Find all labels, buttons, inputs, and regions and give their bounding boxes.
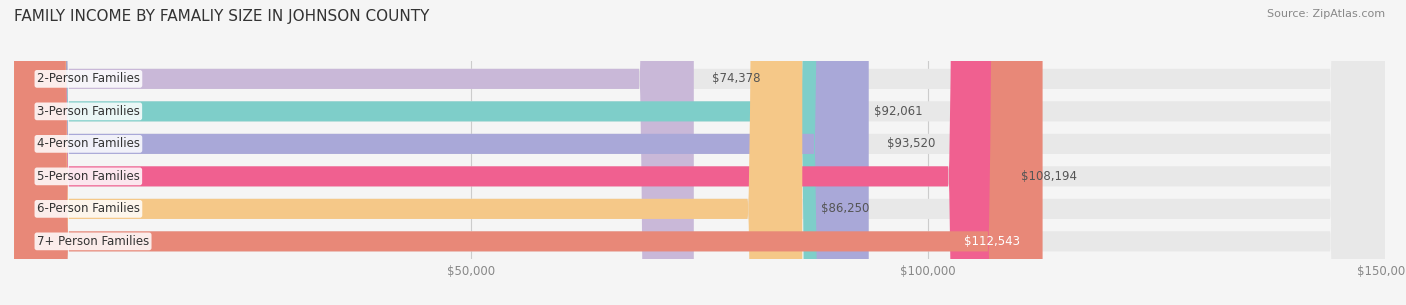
FancyBboxPatch shape [14, 0, 803, 305]
Text: 3-Person Families: 3-Person Families [37, 105, 139, 118]
FancyBboxPatch shape [14, 0, 693, 305]
FancyBboxPatch shape [14, 0, 1385, 305]
Text: $92,061: $92,061 [873, 105, 922, 118]
FancyBboxPatch shape [14, 0, 1002, 305]
Text: 2-Person Families: 2-Person Families [37, 72, 141, 85]
Text: FAMILY INCOME BY FAMALIY SIZE IN JOHNSON COUNTY: FAMILY INCOME BY FAMALIY SIZE IN JOHNSON… [14, 9, 429, 24]
Text: $108,194: $108,194 [1021, 170, 1077, 183]
FancyBboxPatch shape [14, 0, 1385, 305]
Text: 4-Person Families: 4-Person Families [37, 137, 141, 150]
FancyBboxPatch shape [14, 0, 1385, 305]
Text: $86,250: $86,250 [821, 203, 869, 215]
Text: Source: ZipAtlas.com: Source: ZipAtlas.com [1267, 9, 1385, 19]
Text: $112,543: $112,543 [963, 235, 1019, 248]
Text: 7+ Person Families: 7+ Person Families [37, 235, 149, 248]
FancyBboxPatch shape [14, 0, 869, 305]
Text: $74,378: $74,378 [711, 72, 761, 85]
Text: $93,520: $93,520 [887, 137, 935, 150]
FancyBboxPatch shape [14, 0, 1385, 305]
Text: 6-Person Families: 6-Person Families [37, 203, 141, 215]
FancyBboxPatch shape [14, 0, 1385, 305]
FancyBboxPatch shape [14, 0, 1385, 305]
FancyBboxPatch shape [14, 0, 855, 305]
FancyBboxPatch shape [14, 0, 1043, 305]
Text: 5-Person Families: 5-Person Families [37, 170, 139, 183]
